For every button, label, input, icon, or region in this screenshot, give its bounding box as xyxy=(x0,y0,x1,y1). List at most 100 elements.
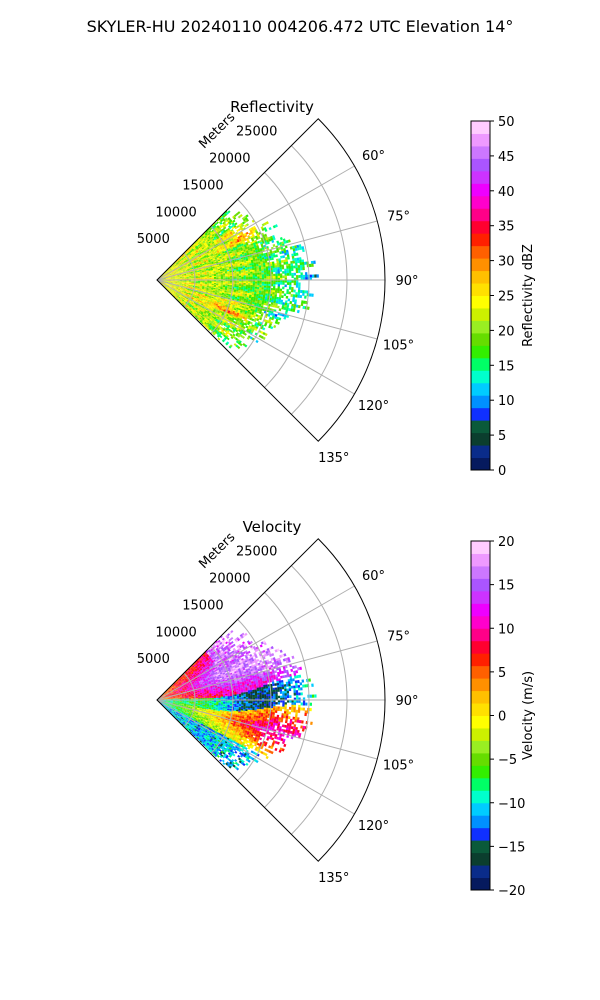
radar-cell xyxy=(302,290,305,294)
radar-cell xyxy=(213,259,216,262)
radar-cell xyxy=(300,274,303,278)
radar-cell xyxy=(211,250,214,253)
radar-cell xyxy=(180,269,183,271)
radar-cell xyxy=(190,271,193,273)
radar-cell xyxy=(215,239,219,242)
radar-cell xyxy=(176,272,179,274)
radar-cell xyxy=(275,288,278,291)
radar-cell xyxy=(191,261,194,264)
radar-cell xyxy=(225,242,229,245)
radar-cell xyxy=(219,215,223,219)
radar-cell xyxy=(206,245,209,248)
radar-cell xyxy=(251,266,255,269)
radar-cell xyxy=(233,225,237,228)
radar-cell xyxy=(173,271,177,274)
radar-cell xyxy=(213,274,217,277)
radar-cell xyxy=(218,254,221,257)
radar-cell xyxy=(175,260,178,263)
radar-cell xyxy=(176,263,179,265)
radar-cell xyxy=(288,263,291,267)
radar-cell xyxy=(280,280,283,283)
radar-cell xyxy=(184,267,187,269)
radar-cell xyxy=(218,255,222,258)
radar-cell xyxy=(211,223,215,227)
radar-cell xyxy=(167,270,170,272)
radar-cell xyxy=(187,251,191,254)
radar-cell xyxy=(227,273,230,276)
radar-cell xyxy=(196,251,199,254)
radar-cell xyxy=(288,268,292,272)
radar-cell xyxy=(186,278,189,280)
radar-cell xyxy=(206,246,210,249)
radar-cell xyxy=(226,245,230,248)
radar-cell xyxy=(189,269,193,271)
radar-cell xyxy=(213,273,217,276)
radar-cell xyxy=(178,271,181,273)
radar-cell xyxy=(240,264,243,268)
radar-cell xyxy=(285,295,289,299)
radar-cell xyxy=(193,247,197,250)
radar-cell xyxy=(268,283,271,287)
radar-cell xyxy=(170,266,173,269)
radar-cell xyxy=(188,274,191,276)
radar-cell xyxy=(254,276,258,279)
radar-cell xyxy=(298,282,301,286)
radar-cell xyxy=(209,237,212,241)
azimuth-tick-label: 90° xyxy=(395,274,418,289)
radar-cell xyxy=(259,269,262,272)
radar-cell xyxy=(181,266,184,268)
radar-cell xyxy=(209,275,212,277)
radar-cell xyxy=(291,287,294,290)
radar-cell xyxy=(216,244,219,247)
radar-cell xyxy=(256,254,260,258)
radar-cell xyxy=(212,235,216,238)
radar-cell xyxy=(226,219,230,223)
radar-cell xyxy=(191,278,194,280)
radar-cell xyxy=(259,257,263,261)
radar-cell xyxy=(220,283,224,285)
radar-cell xyxy=(225,232,228,236)
radar-cell xyxy=(294,247,298,251)
radar-cell xyxy=(162,274,165,277)
radar-cell xyxy=(204,235,208,239)
radar-cell xyxy=(162,274,165,276)
radar-cell xyxy=(256,271,260,274)
radar-cell xyxy=(179,262,182,265)
radar-cell xyxy=(193,255,197,258)
colorbar-tick-label: 5 xyxy=(498,429,506,444)
radar-cell xyxy=(224,250,227,253)
radar-cell xyxy=(283,261,287,265)
radar-cell xyxy=(188,265,191,268)
radar-cell xyxy=(214,233,218,237)
radar-cell xyxy=(206,273,210,275)
radar-cell xyxy=(232,223,236,227)
radar-cell xyxy=(168,276,171,278)
radar-cell xyxy=(175,265,178,267)
radar-cell xyxy=(304,272,308,276)
radar-cell xyxy=(241,224,245,228)
radar-cell xyxy=(281,266,285,270)
radar-cell xyxy=(227,284,230,287)
radar-cell xyxy=(211,276,214,278)
radar-cell xyxy=(202,248,205,251)
radar-cell xyxy=(207,278,210,280)
radar-cell xyxy=(260,263,264,266)
radar-cell xyxy=(216,235,219,239)
radar-cell xyxy=(229,219,233,223)
radar-cell xyxy=(206,238,210,241)
radar-cell xyxy=(209,238,213,242)
radar-cell xyxy=(179,258,182,261)
radar-cell xyxy=(207,253,211,256)
radar-cell xyxy=(214,241,218,244)
radar-cell xyxy=(178,265,181,267)
radar-cell xyxy=(164,273,167,275)
radar-cell xyxy=(224,270,228,272)
radar-cell xyxy=(197,277,201,279)
radar-cell xyxy=(252,268,255,271)
radar-cell xyxy=(281,290,285,294)
radar-cell xyxy=(245,281,249,284)
radar-cell xyxy=(286,280,290,283)
radar-cell xyxy=(248,275,251,278)
radar-cell xyxy=(206,263,210,265)
radar-cell xyxy=(175,270,179,273)
